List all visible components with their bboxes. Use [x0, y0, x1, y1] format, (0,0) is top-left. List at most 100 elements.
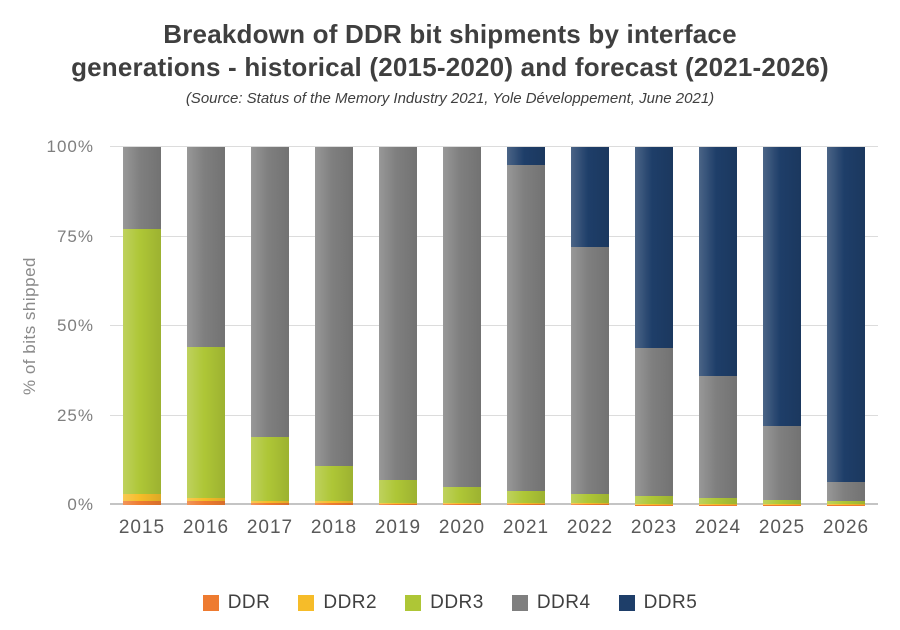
bar-segment-ddr-2017 — [251, 503, 289, 505]
chart-title-line2: generations - historical (2015-2020) and… — [71, 51, 829, 82]
bar-slot-2026 — [814, 147, 878, 505]
legend-label-ddr3: DDR3 — [430, 592, 484, 613]
bar-segment-ddr3-2024 — [699, 497, 737, 505]
bar-segment-ddr4-2019 — [379, 147, 417, 480]
bar-segment-ddr3-2026 — [827, 501, 865, 505]
chart-subtitle: (Source: Status of the Memory Industry 2… — [185, 90, 715, 107]
legend-swatch-ddr — [202, 595, 219, 611]
bar-segment-ddr4-2025 — [763, 426, 801, 500]
bar-segment-ddr-2020 — [443, 504, 481, 505]
bar-segment-ddr4-2018 — [315, 147, 353, 466]
legend-item-ddr: DDR — [202, 592, 271, 614]
bar-slot-2020 — [430, 147, 494, 505]
gridline — [110, 146, 878, 147]
bar-slot-2016 — [174, 147, 238, 505]
x-axis-label-2024: 2024 — [694, 517, 742, 538]
plot-area: 0% 25% 50% 75% 100% — [47, 137, 878, 514]
bar-segment-ddr2-2022 — [571, 503, 609, 505]
bar-segment-ddr-2016 — [187, 501, 225, 505]
legend-swatch-ddr4 — [511, 595, 528, 611]
bar-segment-ddr3-2019 — [379, 479, 417, 504]
legend-swatch-ddr5 — [618, 595, 635, 611]
bar-segment-ddr3-2016 — [187, 347, 225, 498]
x-axis-label-2017: 2017 — [246, 517, 294, 538]
bar-segment-ddr2-2015 — [123, 494, 161, 502]
x-axis-labels: 2015 2016 2017 2018 2019 2020 2021 2022 2023 2024… — [110, 517, 878, 539]
chart-area: % of bits shipped 0% 25% 50% 75% 100% 2015 20… — [0, 137, 900, 539]
bar-segment-ddr3-2022 — [571, 494, 609, 504]
x-axis-label-2025: 2025 — [758, 517, 806, 538]
bar-segment-ddr3-2018 — [315, 465, 353, 502]
x-axis-label-2022: 2022 — [566, 517, 614, 538]
bar-segment-ddr3-2025 — [763, 499, 801, 505]
legend-swatch-ddr2 — [298, 595, 315, 611]
x-axis-label-2018: 2018 — [310, 517, 358, 538]
bar-2023 — [635, 147, 673, 505]
bar-segment-ddr4-2024 — [699, 376, 737, 498]
bar-segment-ddr2-2017 — [251, 501, 289, 504]
y-tick-label: 100% — [46, 137, 94, 156]
legend-item-ddr3: DDR3 — [405, 592, 484, 614]
bar-2025 — [763, 147, 801, 505]
chart-title-line1: Breakdown of DDR bit shipments by interf… — [163, 19, 737, 49]
x-axis-label-2020: 2020 — [438, 517, 486, 538]
legend: DDR DDR2 DDR3 DDR4 DDR5 — [0, 592, 900, 614]
bar-segment-ddr2-2018 — [315, 501, 353, 504]
bar-segment-ddr4-2023 — [635, 347, 673, 497]
bars-container — [110, 147, 878, 505]
bar-2018 — [315, 147, 353, 505]
bar-segment-ddr4-2020 — [443, 147, 481, 488]
legend-label-ddr2: DDR2 — [323, 592, 378, 613]
bar-segment-ddr-2019 — [379, 503, 417, 505]
legend-item-ddr4: DDR4 — [511, 592, 591, 614]
gridline — [110, 325, 878, 326]
x-axis-label-2019: 2019 — [374, 517, 422, 538]
bar-segment-ddr3-2021 — [507, 490, 545, 504]
bar-slot-2019 — [366, 147, 430, 505]
bar-slot-2021 — [494, 147, 558, 505]
bar-segment-ddr4-2017 — [251, 147, 289, 437]
legend-item-ddr5: DDR5 — [618, 592, 698, 614]
bar-segment-ddr3-2017 — [251, 437, 289, 502]
bar-segment-ddr-2022 — [571, 504, 609, 505]
bar-2026 — [827, 147, 865, 505]
bar-segment-ddr5-2022 — [571, 147, 609, 248]
y-tick-label: 50% — [56, 316, 94, 335]
x-axis-label-2016: 2016 — [182, 517, 230, 538]
bar-segment-ddr4-2022 — [571, 247, 609, 495]
bar-segment-ddr5-2021 — [507, 147, 545, 165]
legend-label-ddr4: DDR4 — [536, 592, 591, 613]
y-tick-label: 0% — [67, 495, 94, 514]
bar-slot-2015 — [110, 147, 174, 505]
bar-segment-ddr-2015 — [123, 501, 161, 505]
y-axis-title: % of bits shipped — [20, 257, 39, 395]
bar-segment-ddr-2018 — [315, 503, 353, 505]
bar-segment-ddr5-2024 — [699, 147, 737, 377]
bar-segment-ddr4-2021 — [507, 164, 545, 491]
bar-2016 — [187, 147, 225, 505]
y-tick-label: 75% — [56, 226, 94, 246]
gridline — [110, 414, 878, 416]
bar-slot-2025 — [750, 147, 814, 505]
x-axis-label-2021: 2021 — [502, 517, 550, 538]
bar-segment-ddr2-2023 — [635, 503, 673, 505]
bar-segment-ddr2-2021 — [507, 503, 545, 505]
x-axis-label-2015: 2015 — [118, 517, 166, 538]
bar-segment-ddr2-2020 — [443, 503, 481, 505]
bar-slot-2024 — [686, 147, 750, 505]
bar-segment-ddr2-2016 — [187, 497, 225, 502]
bar-segment-ddr-2021 — [507, 504, 545, 505]
bar-2017 — [251, 147, 289, 505]
chart-title: Breakdown of DDR bit shipments by interf… — [0, 18, 900, 83]
bar-2020 — [443, 147, 481, 505]
bar-2019 — [379, 147, 417, 505]
bar-segment-ddr3-2023 — [635, 496, 673, 504]
bar-segment-ddr4-2026 — [827, 481, 865, 502]
bar-slot-2023 — [622, 147, 686, 505]
x-axis-label-2023: 2023 — [630, 517, 678, 538]
bar-segment-ddr5-2025 — [763, 147, 801, 427]
bar-2015 — [123, 147, 161, 505]
bar-slot-2017 — [238, 147, 302, 505]
legend-label-ddr: DDR — [227, 592, 271, 613]
